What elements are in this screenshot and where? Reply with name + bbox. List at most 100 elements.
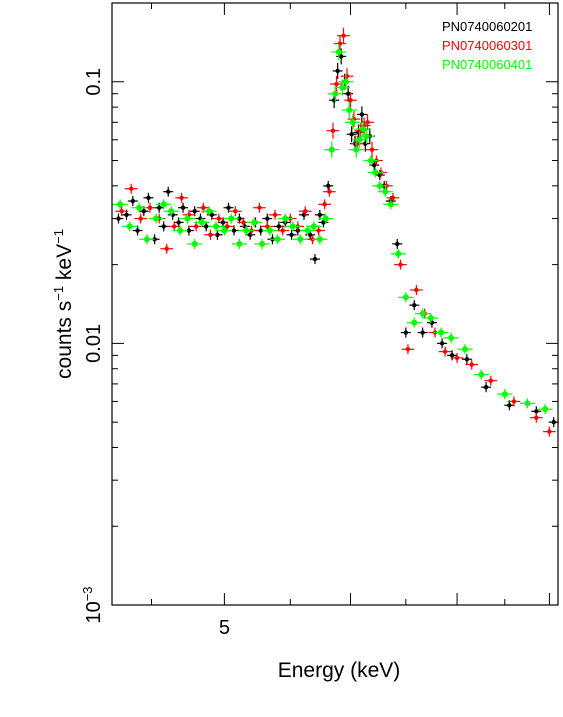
- point-marker: [469, 362, 474, 367]
- point-marker: [241, 220, 246, 225]
- point-marker: [369, 147, 375, 152]
- point-marker: [365, 120, 370, 125]
- point-marker: [257, 205, 262, 210]
- data-point: [277, 213, 293, 224]
- point-marker: [398, 262, 403, 267]
- point-marker: [233, 209, 238, 214]
- point-marker: [136, 204, 143, 211]
- data-point: [497, 389, 513, 400]
- point-marker: [203, 224, 209, 229]
- plot-frame: [111, 2, 559, 606]
- point-marker: [243, 227, 250, 234]
- point-marker: [322, 215, 329, 222]
- point-marker: [464, 357, 470, 362]
- data-point: [254, 238, 270, 249]
- point-marker: [220, 220, 226, 225]
- data-point: [134, 213, 147, 224]
- point-marker: [372, 162, 377, 168]
- point-marker: [449, 353, 455, 358]
- data-point: [331, 43, 347, 60]
- series-1: [115, 27, 556, 437]
- point-marker: [280, 228, 285, 233]
- point-marker: [376, 182, 383, 189]
- point-marker: [551, 419, 556, 425]
- data-point: [530, 412, 543, 423]
- data-point: [268, 209, 282, 220]
- point-marker: [224, 224, 230, 229]
- x-axis-title: Energy (keV): [278, 659, 401, 682]
- data-point: [338, 73, 354, 90]
- data-point: [392, 238, 403, 249]
- point-marker: [360, 125, 367, 132]
- data-point: [394, 259, 407, 270]
- point-marker: [448, 334, 455, 341]
- data-point: [356, 106, 367, 123]
- data-point: [160, 243, 174, 254]
- point-marker: [231, 228, 237, 233]
- point-marker: [349, 132, 354, 137]
- y-tick-label-0.01: 0.01: [83, 324, 105, 363]
- point-marker: [206, 208, 213, 215]
- point-marker: [427, 315, 434, 322]
- point-marker: [542, 406, 549, 413]
- data-point: [348, 141, 364, 158]
- data-point: [341, 101, 357, 118]
- data-point: [327, 85, 343, 102]
- point-marker: [177, 227, 184, 234]
- point-marker: [129, 186, 134, 191]
- data-point: [173, 217, 184, 228]
- point-marker: [146, 195, 151, 201]
- data-marks: [112, 27, 559, 437]
- point-marker: [332, 90, 339, 97]
- data-point: [143, 192, 154, 203]
- point-marker: [454, 355, 460, 361]
- data-point: [363, 155, 379, 166]
- y-axis-title-mid: keV: [53, 244, 76, 286]
- point-marker: [363, 133, 370, 140]
- data-point: [156, 199, 172, 210]
- point-marker: [312, 256, 318, 262]
- point-marker: [334, 81, 339, 87]
- point-marker: [168, 208, 175, 215]
- point-marker: [153, 215, 160, 222]
- point-marker: [511, 399, 517, 404]
- point-marker: [405, 347, 411, 352]
- point-marker: [289, 223, 296, 230]
- data-point: [332, 62, 343, 79]
- data-point: [333, 35, 347, 52]
- point-marker: [215, 232, 220, 238]
- point-marker: [488, 378, 494, 383]
- point-marker: [213, 223, 220, 230]
- data-point: [231, 238, 248, 249]
- data-point: [223, 213, 239, 224]
- data-point: [401, 344, 415, 355]
- point-marker: [307, 232, 313, 238]
- point-marker: [321, 220, 326, 225]
- data-point: [367, 167, 383, 178]
- point-marker: [372, 169, 379, 176]
- point-marker: [524, 400, 531, 407]
- series-0: [113, 48, 559, 428]
- data-point: [124, 183, 138, 194]
- series-2: [112, 43, 553, 415]
- data-point: [437, 338, 448, 349]
- point-marker: [265, 216, 270, 221]
- data-point: [377, 186, 393, 197]
- data-point: [179, 213, 196, 224]
- point-marker: [198, 219, 205, 226]
- data-point: [318, 199, 331, 210]
- data-point: [484, 375, 498, 386]
- data-point: [312, 225, 325, 236]
- point-marker: [297, 236, 304, 243]
- y-tick-label-1e-3-exp: −3: [80, 586, 95, 601]
- data-point: [358, 128, 375, 145]
- point-marker: [208, 232, 213, 238]
- point-marker: [342, 78, 349, 85]
- data-point: [330, 76, 343, 93]
- point-marker: [356, 136, 363, 143]
- y-tick-label-1e-3: 10−3: [80, 586, 105, 623]
- data-point: [438, 346, 452, 357]
- data-point: [423, 313, 439, 324]
- point-marker: [289, 232, 294, 238]
- y-axis-title: counts s−1 keV−1: [51, 229, 76, 379]
